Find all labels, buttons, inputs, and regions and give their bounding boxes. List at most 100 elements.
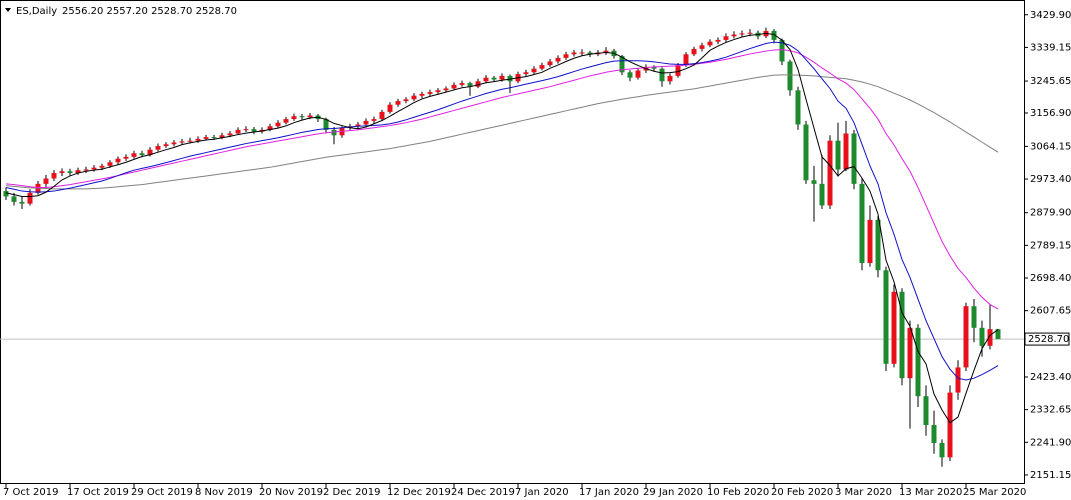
- candle-body: [923, 396, 929, 425]
- candle-body: [723, 36, 729, 40]
- candle-body: [715, 39, 721, 42]
- candle-body: [11, 196, 17, 202]
- y-tick-label: 3064.15: [1030, 141, 1071, 152]
- candle-body: [571, 52, 577, 55]
- candle-body: [907, 327, 913, 379]
- candle-body: [243, 129, 249, 131]
- candle-body: [235, 129, 241, 134]
- candle-body: [3, 191, 9, 197]
- x-tick-label: 7 Jan 2020: [515, 487, 569, 498]
- candle-body: [275, 122, 281, 127]
- candle-body: [123, 156, 129, 159]
- candle-body: [899, 291, 905, 379]
- symbol-menu-arrow[interactable]: [5, 8, 11, 12]
- candle-body: [939, 442, 945, 458]
- candle-body: [971, 306, 977, 328]
- candle-body: [403, 99, 409, 102]
- x-tick-label: 29 Jan 2020: [643, 487, 703, 498]
- candle-body: [187, 140, 193, 142]
- candle-body: [155, 146, 161, 150]
- candle-body: [995, 329, 1001, 340]
- x-tick-label: 8 Nov 2019: [195, 487, 253, 498]
- y-tick-label: 2879.90: [1030, 208, 1071, 219]
- candle-body: [867, 219, 873, 264]
- symbol-label: ES,Daily: [16, 6, 57, 17]
- candle-body: [203, 137, 209, 139]
- candle-body: [387, 104, 393, 112]
- y-tick-label: 2423.40: [1030, 372, 1071, 383]
- y-tick-label: 2241.90: [1030, 437, 1071, 448]
- candle-body: [323, 119, 329, 130]
- candle-body: [171, 142, 177, 145]
- x-tick-label: 25 Mar 2020: [963, 487, 1026, 498]
- candle-body: [395, 101, 401, 105]
- candle-body: [211, 137, 217, 139]
- y-tick-label: 2607.65: [1030, 306, 1071, 317]
- candle-body: [707, 41, 713, 46]
- candle-body: [787, 61, 793, 91]
- candle-body: [555, 57, 561, 62]
- candle-body: [979, 327, 985, 346]
- moving-average: [5, 49, 999, 310]
- x-tick-label: 7 Oct 2019: [3, 487, 58, 498]
- candle-body: [451, 84, 457, 89]
- current-price-label: 2528.70: [1028, 334, 1069, 345]
- x-tick-label: 12 Dec 2019: [387, 487, 451, 498]
- candle-body: [955, 367, 961, 393]
- candle-body: [19, 201, 25, 204]
- x-tick-label: 10 Feb 2020: [707, 487, 769, 498]
- y-tick-label: 2698.40: [1030, 273, 1071, 284]
- y-tick-label: 3245.65: [1030, 76, 1071, 87]
- candle-body: [131, 153, 137, 157]
- candle-body: [859, 183, 865, 264]
- candle-body: [307, 115, 313, 118]
- moving-average: [5, 32, 999, 424]
- x-tick-label: 20 Feb 2020: [771, 487, 833, 498]
- candle-body: [291, 116, 297, 120]
- moving-average: [5, 41, 999, 381]
- candle-body: [43, 178, 49, 184]
- candle-body: [163, 144, 169, 147]
- candle-body: [659, 68, 665, 82]
- candle-body: [427, 92, 433, 94]
- candle-body: [139, 153, 145, 156]
- candle-body: [739, 33, 745, 35]
- candle-body: [651, 66, 657, 69]
- x-tick-label: 17 Oct 2019: [67, 487, 129, 498]
- x-tick-label: 29 Oct 2019: [131, 487, 193, 498]
- candle-body: [419, 93, 425, 96]
- candle-body: [851, 133, 857, 184]
- candle-body: [91, 167, 97, 170]
- candle-body: [811, 180, 817, 184]
- x-tick-label: 20 Nov 2019: [259, 487, 323, 498]
- current-price-box: [1024, 332, 1070, 346]
- x-tick-label: 3 Mar 2020: [835, 487, 892, 498]
- candle-body: [987, 329, 993, 346]
- moving-average: [5, 74, 999, 190]
- candle-body: [667, 75, 673, 82]
- candle-body: [107, 162, 113, 166]
- candle-body: [355, 124, 361, 127]
- candle-body: [411, 95, 417, 100]
- candle-body: [915, 327, 921, 397]
- y-tick-label: 3156.90: [1030, 108, 1071, 119]
- y-tick-label: 3339.15: [1030, 42, 1071, 53]
- candle-body: [83, 169, 89, 171]
- candle-body: [99, 165, 105, 168]
- candle-body: [227, 133, 233, 136]
- candle-body: [931, 424, 937, 443]
- candle-body: [891, 291, 897, 364]
- candle-body: [523, 72, 529, 75]
- candle-body: [283, 119, 289, 123]
- candle-body: [875, 219, 881, 271]
- candle-body: [467, 83, 473, 87]
- candle-body: [843, 133, 849, 170]
- candle-body: [371, 119, 377, 121]
- candle-body: [491, 77, 497, 80]
- candle-body: [115, 158, 121, 163]
- candle-body: [795, 90, 801, 125]
- y-tick-label: 2789.15: [1030, 240, 1071, 251]
- candle-body: [683, 54, 689, 66]
